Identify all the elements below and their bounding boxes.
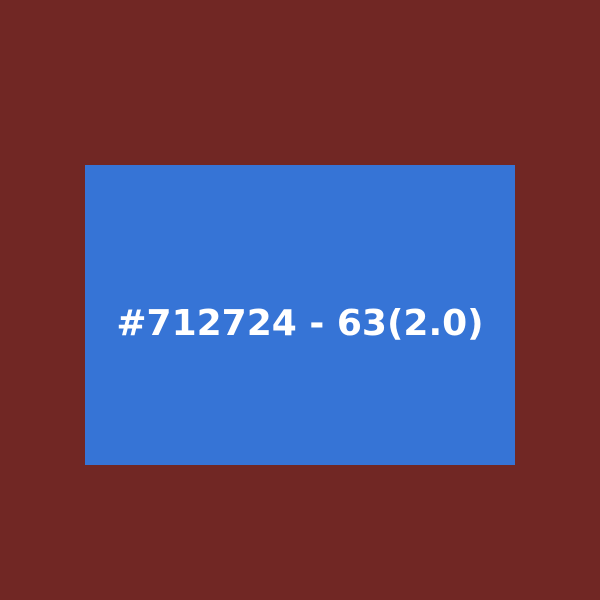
- color-panel: #712724 - 63(2.0): [85, 165, 515, 465]
- swatch-label: #712724 - 63(2.0): [116, 303, 484, 344]
